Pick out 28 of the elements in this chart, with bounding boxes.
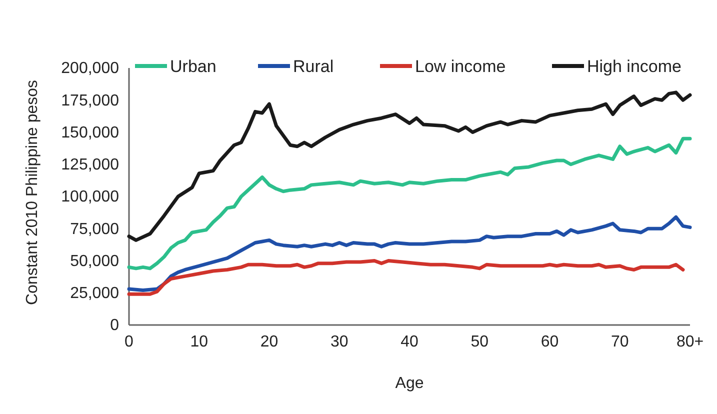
y-tick-label: 125,000 [61, 156, 120, 174]
y-tick-label: 200,000 [61, 60, 120, 78]
legend-label: Rural [293, 57, 334, 76]
legend-label: Urban [170, 57, 216, 76]
x-tick-label: 50 [470, 333, 489, 350]
y-tick-label: 0 [110, 317, 120, 334]
x-tick-label: 10 [190, 333, 208, 350]
y-tick-label: 25,000 [70, 284, 120, 302]
y-axis-title: Constant 2010 Philippine pesos [24, 80, 41, 306]
legend-label: Low income [415, 57, 506, 76]
x-tick-label: 80+ [676, 333, 704, 350]
x-tick-label: 60 [540, 333, 559, 350]
line-series [127, 136, 692, 270]
x-tick-label: 20 [260, 333, 278, 350]
x-tick-label: 40 [400, 333, 418, 350]
y-tick-label: 175,000 [61, 92, 120, 110]
line-series [127, 259, 685, 296]
y-tick-label: 50,000 [70, 252, 120, 270]
x-tick-label: 0 [124, 333, 134, 350]
y-tick-label: 75,000 [70, 220, 120, 238]
x-tick-label: 70 [610, 333, 629, 350]
line-series [127, 90, 692, 242]
line-series [127, 215, 692, 292]
y-tick-label: 150,000 [61, 124, 120, 142]
legend-label: High income [587, 57, 682, 76]
y-tick-label: 100,000 [61, 188, 120, 206]
x-tick-label: 30 [330, 333, 348, 350]
x-axis-title: Age [395, 375, 424, 392]
